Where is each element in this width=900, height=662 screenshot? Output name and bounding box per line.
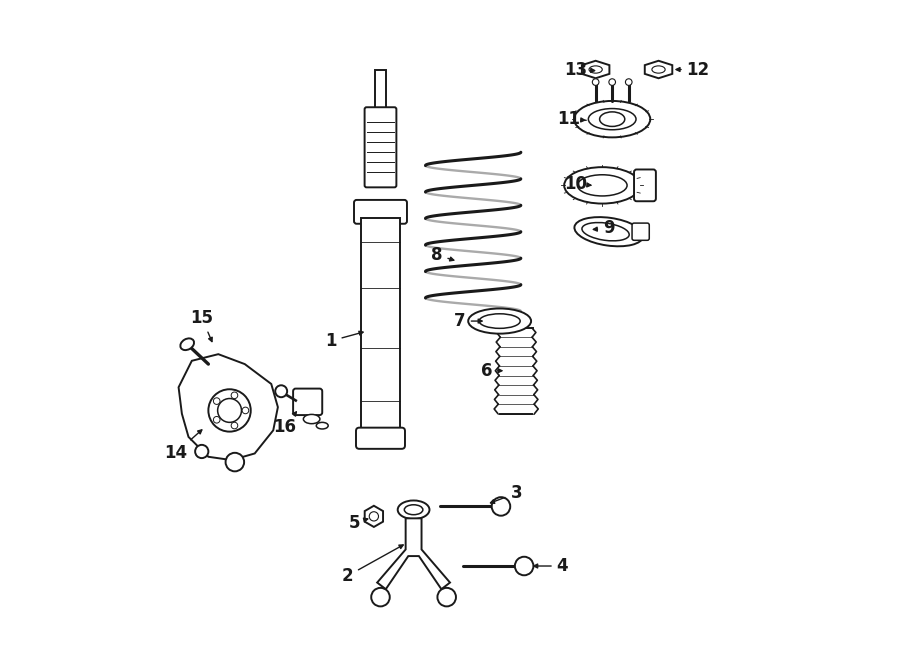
Ellipse shape <box>398 500 429 519</box>
Bar <box>374 70 386 109</box>
Circle shape <box>209 389 251 432</box>
Polygon shape <box>364 506 383 527</box>
Circle shape <box>231 422 238 429</box>
Ellipse shape <box>404 505 423 515</box>
Text: 3: 3 <box>491 484 522 503</box>
Circle shape <box>231 392 238 399</box>
Ellipse shape <box>574 217 644 246</box>
Ellipse shape <box>589 109 636 130</box>
Text: 11: 11 <box>558 110 586 128</box>
Text: 10: 10 <box>564 175 591 193</box>
Text: 14: 14 <box>164 430 202 463</box>
FancyBboxPatch shape <box>354 200 407 224</box>
Polygon shape <box>377 518 450 589</box>
Circle shape <box>592 79 598 85</box>
Circle shape <box>275 385 287 397</box>
Circle shape <box>491 497 510 516</box>
Ellipse shape <box>582 222 629 241</box>
Ellipse shape <box>468 308 531 334</box>
Polygon shape <box>644 61 672 78</box>
Circle shape <box>195 445 209 458</box>
FancyBboxPatch shape <box>634 169 656 201</box>
Circle shape <box>371 588 390 606</box>
Circle shape <box>242 407 248 414</box>
Text: 13: 13 <box>564 60 595 79</box>
Ellipse shape <box>303 414 320 424</box>
Circle shape <box>437 588 456 606</box>
Bar <box>361 218 400 434</box>
Ellipse shape <box>589 66 602 73</box>
Circle shape <box>213 416 220 423</box>
Circle shape <box>609 79 616 85</box>
Circle shape <box>226 453 244 471</box>
Text: 5: 5 <box>348 514 368 532</box>
Text: 6: 6 <box>481 361 502 380</box>
Text: 1: 1 <box>325 331 363 350</box>
Ellipse shape <box>564 167 640 204</box>
FancyBboxPatch shape <box>293 389 322 415</box>
Ellipse shape <box>574 101 651 138</box>
Circle shape <box>213 398 220 404</box>
Ellipse shape <box>180 338 194 350</box>
FancyBboxPatch shape <box>632 223 649 240</box>
Text: 9: 9 <box>593 219 615 238</box>
Circle shape <box>369 512 379 521</box>
Ellipse shape <box>652 66 665 73</box>
Text: 16: 16 <box>273 412 296 436</box>
Text: 15: 15 <box>190 308 213 342</box>
Polygon shape <box>582 61 609 78</box>
Text: 8: 8 <box>431 246 454 264</box>
Text: 4: 4 <box>534 557 569 575</box>
Text: 12: 12 <box>676 60 710 79</box>
Circle shape <box>218 399 241 422</box>
Circle shape <box>626 79 632 85</box>
Ellipse shape <box>578 175 627 196</box>
Text: 7: 7 <box>454 312 482 330</box>
Ellipse shape <box>479 314 520 328</box>
FancyBboxPatch shape <box>364 107 396 187</box>
Text: 2: 2 <box>342 545 403 585</box>
Polygon shape <box>178 354 278 460</box>
Circle shape <box>515 557 534 575</box>
Ellipse shape <box>599 112 625 126</box>
Ellipse shape <box>316 422 328 429</box>
FancyBboxPatch shape <box>356 428 405 449</box>
